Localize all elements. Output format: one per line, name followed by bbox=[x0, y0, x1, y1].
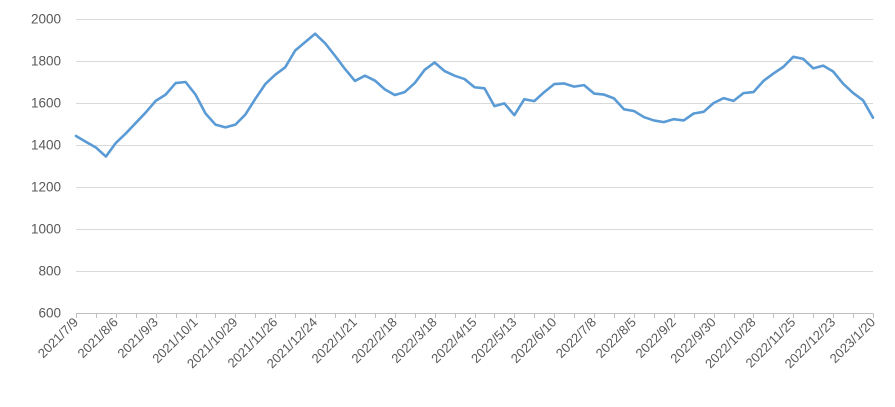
data-series-line bbox=[74, 32, 875, 158]
y-axis-tick-label: 2000 bbox=[31, 12, 61, 27]
x-axis-tick-label: 2021/8/6 bbox=[75, 315, 121, 361]
y-axis-tick-label: 600 bbox=[38, 306, 61, 321]
y-axis-tick-label: 1400 bbox=[31, 138, 61, 153]
y-axis-tick-label: 1800 bbox=[31, 54, 61, 69]
y-axis-tick-label: 1200 bbox=[31, 180, 61, 195]
x-axis-tick-label: 2022/7/8 bbox=[553, 315, 599, 361]
x-axis-tick-label: 2022/8/5 bbox=[593, 315, 639, 361]
y-axis-tick-label: 800 bbox=[38, 264, 61, 279]
y-axis-tick-label: 1000 bbox=[31, 222, 61, 237]
x-axis-tick-label: 2021/7/9 bbox=[35, 315, 81, 361]
y-axis-tick-label: 1600 bbox=[31, 96, 61, 111]
